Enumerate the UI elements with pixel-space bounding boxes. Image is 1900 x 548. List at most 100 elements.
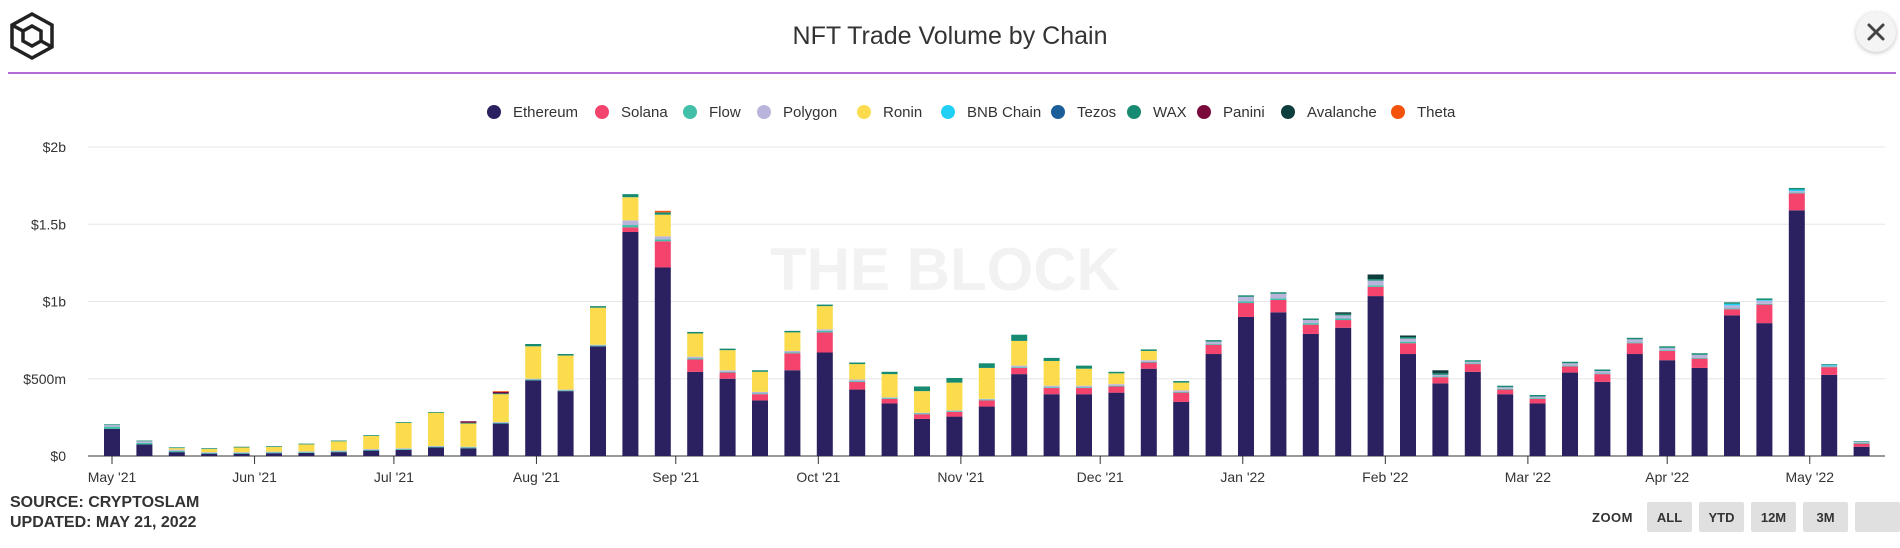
- zoom-12m-button[interactable]: 12M: [1751, 502, 1796, 532]
- legend-item-label[interactable]: BNB Chain: [967, 104, 1041, 121]
- bar-segment-ethereum[interactable]: [687, 371, 704, 456]
- bar-segment-flow[interactable]: [1529, 398, 1546, 399]
- bar-segment-polygon[interactable]: [1594, 371, 1611, 374]
- bar-segment-ethereum[interactable]: [201, 453, 218, 456]
- bar-segment-theta[interactable]: [654, 210, 671, 213]
- bar-segment-solana[interactable]: [1335, 320, 1352, 328]
- bar-segment-ethereum[interactable]: [1659, 360, 1676, 456]
- bar-segment-solana[interactable]: [914, 414, 930, 419]
- zoom-ytd-button[interactable]: YTD: [1699, 502, 1744, 532]
- bar-segment-solana[interactable]: [1594, 374, 1611, 382]
- bar-segment-polygon[interactable]: [816, 329, 833, 331]
- legend-marker[interactable]: [1391, 105, 1405, 119]
- bar-segment-wax[interactable]: [1853, 441, 1870, 443]
- legend-marker[interactable]: [487, 105, 501, 119]
- zoom-all-button[interactable]: ALL: [1647, 502, 1692, 532]
- bar-segment-wax[interactable]: [590, 306, 606, 308]
- bar-segment-solana[interactable]: [816, 332, 833, 353]
- bar-segment-flow[interactable]: [1043, 387, 1060, 389]
- bar-segment-ethereum[interactable]: [1756, 323, 1773, 456]
- bar-segment-polygon[interactable]: [1724, 305, 1740, 309]
- bar-segment-ethereum[interactable]: [752, 400, 768, 456]
- bar-segment-ethereum[interactable]: [330, 452, 347, 456]
- legend-marker[interactable]: [1281, 105, 1295, 119]
- bar-segment-avalanche[interactable]: [1335, 312, 1352, 314]
- bar-segment-flow[interactable]: [104, 426, 120, 429]
- bar-segment-ethereum[interactable]: [492, 423, 509, 456]
- bar-segment-ethereum[interactable]: [1821, 374, 1838, 456]
- bar-segment-ronin[interactable]: [654, 214, 671, 237]
- legend-item-label[interactable]: Ronin: [883, 104, 922, 121]
- bar-segment-wax[interactable]: [1626, 337, 1643, 340]
- legend-marker[interactable]: [757, 105, 771, 119]
- bar-segment-ethereum[interactable]: [914, 418, 930, 456]
- bar-segment-wax[interactable]: [784, 330, 801, 333]
- bar-segment-ethereum[interactable]: [946, 416, 963, 456]
- bar-segment-flow[interactable]: [1400, 341, 1416, 344]
- bar-segment-flow[interactable]: [687, 358, 704, 360]
- bar-segment-polygon[interactable]: [914, 412, 930, 414]
- bar-segment-solana[interactable]: [978, 400, 995, 407]
- bar-segment-polygon[interactable]: [492, 422, 509, 423]
- bar-segment-ethereum[interactable]: [1173, 401, 1190, 456]
- bar-segment-ethereum[interactable]: [1400, 354, 1416, 456]
- bar-segment-panini[interactable]: [460, 421, 477, 423]
- bar-segment-avalanche[interactable]: [1400, 335, 1416, 338]
- bar-segment-flow[interactable]: [1821, 366, 1838, 368]
- bar-segment-wax[interactable]: [1432, 373, 1449, 375]
- bar-segment-wax[interactable]: [1043, 357, 1060, 361]
- bar-segment-polygon[interactable]: [1238, 296, 1254, 302]
- bar-segment-ronin[interactable]: [719, 350, 736, 371]
- bar-segment-ronin[interactable]: [1043, 360, 1060, 386]
- bar-segment-wax[interactable]: [978, 363, 995, 368]
- bar-segment-flow[interactable]: [1756, 303, 1773, 305]
- bar-segment-wax[interactable]: [849, 362, 866, 365]
- bar-segment-ronin[interactable]: [784, 332, 801, 351]
- bar-segment-wax[interactable]: [1659, 346, 1676, 348]
- bar-segment-flow[interactable]: [1724, 308, 1740, 310]
- bar-segment-ethereum[interactable]: [395, 449, 412, 456]
- bar-segment-flow[interactable]: [1140, 361, 1157, 363]
- bar-segment-solana[interactable]: [1238, 303, 1254, 317]
- bar-segment-polygon[interactable]: [719, 370, 736, 372]
- bar-segment-solana[interactable]: [881, 398, 898, 404]
- bar-segment-solana[interactable]: [1076, 388, 1092, 395]
- bar-segment-ethereum[interactable]: [1302, 333, 1319, 456]
- bar-segment-ethereum[interactable]: [654, 267, 671, 456]
- legend-item-label[interactable]: WAX: [1153, 104, 1187, 121]
- legend-item-label[interactable]: Ethereum: [513, 104, 578, 121]
- legend-marker[interactable]: [1197, 105, 1211, 119]
- bar-segment-solana[interactable]: [1464, 364, 1481, 372]
- bar-segment-wax[interactable]: [363, 435, 380, 436]
- bar-segment-flow[interactable]: [1173, 391, 1190, 393]
- legend-item-label[interactable]: Theta: [1417, 104, 1456, 121]
- bar-segment-polygon[interactable]: [1335, 315, 1352, 319]
- bar-segment-ethereum[interactable]: [1464, 371, 1481, 456]
- bar-segment-ethereum[interactable]: [1594, 381, 1611, 456]
- legend-item-label[interactable]: Panini: [1223, 104, 1265, 121]
- bar-segment-ethereum[interactable]: [1529, 403, 1546, 456]
- bar-segment-flow[interactable]: [201, 452, 218, 454]
- bar-segment-polygon[interactable]: [1173, 390, 1190, 392]
- bar-segment-theta[interactable]: [492, 391, 509, 392]
- bar-segment-polygon[interactable]: [1400, 338, 1416, 342]
- bar-segment-wax[interactable]: [1497, 385, 1514, 388]
- bar-segment-ethereum[interactable]: [590, 346, 606, 456]
- bar-segment-wax[interactable]: [1821, 364, 1838, 365]
- bar-segment-wax[interactable]: [1302, 318, 1319, 321]
- bar-segment-wax[interactable]: [525, 343, 542, 347]
- bar-segment-flow[interactable]: [654, 239, 671, 242]
- close-button[interactable]: [1856, 12, 1896, 52]
- bar-segment-ronin[interactable]: [849, 364, 866, 380]
- bar-segment-ronin[interactable]: [525, 346, 542, 379]
- bar-segment-ethereum[interactable]: [1497, 394, 1514, 456]
- bar-segment-flow[interactable]: [1205, 343, 1222, 345]
- bar-segment-ethereum[interactable]: [784, 370, 801, 456]
- bar-segment-bnb-chain[interactable]: [1821, 364, 1838, 366]
- bar-segment-wax[interactable]: [946, 377, 963, 383]
- bar-segment-wax[interactable]: [201, 448, 218, 450]
- bar-segment-wax[interactable]: [492, 393, 509, 395]
- bar-segment-solana[interactable]: [1659, 350, 1676, 361]
- bar-segment-flow[interactable]: [1432, 376, 1449, 378]
- bar-segment-flow[interactable]: [1367, 285, 1384, 287]
